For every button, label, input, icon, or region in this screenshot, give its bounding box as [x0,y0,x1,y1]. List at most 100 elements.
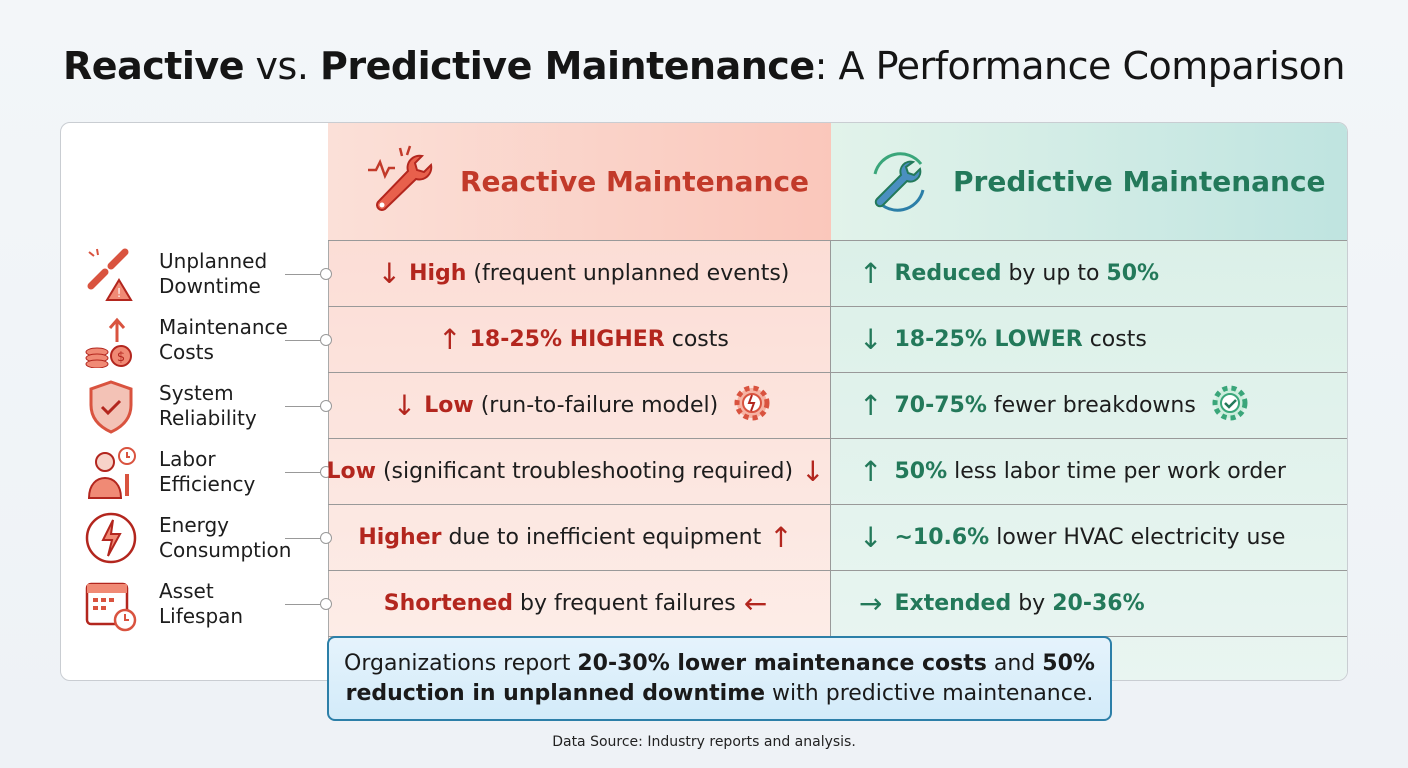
highlight-text: Extended [894,591,1012,616]
cell-text: fewer breakdowns [986,393,1196,418]
trend-arrow-icon: ← [743,587,768,620]
broken-chain-warning-icon: ! [83,246,139,302]
highlight-text: High [409,261,467,286]
reactive-header: Reactive Maintenance [328,123,831,241]
reactive-cell: Low (significant troubleshooting require… [326,439,831,505]
reactive-cell: ↑ 18-25% HIGHER costs [328,307,831,373]
highlight-text: Low [326,459,376,484]
cell-text: by up to [1001,261,1107,286]
svg-text:!: ! [117,286,122,300]
callout-text: and [986,651,1043,676]
row-label-text: Labor Efficiency [159,447,256,496]
table-row: Asset Lifespan Shortened by frequent fail… [61,571,1347,637]
predictive-title: Predictive Maintenance [953,165,1326,198]
predictive-cell: → Extended by 20-36% [831,571,1347,637]
broken-gear-icon [718,381,774,431]
connector-line [285,340,325,341]
cell-text: (significant troubleshooting required) [375,459,794,484]
cell-text: costs [664,327,729,352]
row-label: Labor Efficiency [83,439,328,505]
table-row: Labor Efficiency Low (significant trouble… [61,439,1347,505]
row-label-text: Unplanned Downtime [159,249,268,298]
trend-arrow-icon: ↑ [859,455,883,488]
trend-arrow-icon: ↑ [859,257,883,290]
title-reactive: Reactive [63,44,244,88]
data-source: Data Source: Industry reports and analys… [552,734,856,750]
cell-text: by [1011,591,1053,616]
highlight-text: Higher [358,525,442,550]
table-row: $ Maintenance Costs ↑ 18-25% HIGHER costs ↓ 1… [61,307,1347,373]
cell-text: costs [1082,327,1147,352]
cell-text: (run-to-failure model) [473,393,719,418]
row-label: $ Maintenance Costs [83,307,328,373]
cell-text: (frequent unplanned events) [466,261,790,286]
svg-text:$: $ [117,350,125,365]
highlight-text: Low [424,393,474,418]
row-label-text: System Reliability [159,381,257,430]
row-label-text: Asset Lifespan [159,579,244,628]
connector-line [285,274,325,275]
cell-text: due to inefficient equipment [441,525,762,550]
callout-highlight-costs: 20-30% lower maintenance costs [577,651,987,676]
table-row: System Reliability ↓ Low (run-to-failure m… [61,373,1347,439]
trend-arrow-icon: ↑ [438,323,462,356]
cell-text: less labor time per work order [947,459,1286,484]
reactive-title: Reactive Maintenance [460,165,810,198]
table-row: Energy Consumption Higher due to ineffici… [61,505,1347,571]
callout-highlight-downtime: 50% reduction in unplanned downtime [345,651,1095,706]
connector-dot [320,268,332,280]
wrench-alert-icon [368,145,433,211]
highlight-text: 50% [1106,261,1160,286]
trend-arrow-icon: ↓ [801,455,825,488]
coins-up-arrow-icon: $ [83,312,139,368]
connector-line [285,472,325,473]
shield-check-icon [83,378,139,434]
connector-dot [320,466,332,478]
predictive-cell: ↓ ~10.6% lower HVAC electricity use [831,505,1347,571]
worker-clock-icon [83,444,139,500]
row-label: Energy Consumption [83,505,328,571]
trend-arrow-icon: ↓ [859,521,883,554]
callout-text: with predictive maintenance. [765,681,1094,706]
row-label-text: Energy Consumption [159,513,292,562]
reactive-cell: Shortened by frequent failures ← [328,571,831,637]
highlight-text: 50% [894,459,948,484]
predictive-cell: ↑ Reduced by up to 50% [831,241,1347,307]
comparison-table: Reactive Maintenance Predictive Maintena… [60,122,1348,681]
highlight-text: 20-36% [1052,591,1145,616]
highlight-text: Shortened [383,591,513,616]
table-row: ! Unplanned Downtime ↓ High (frequent unpla… [61,241,1347,307]
highlight-text: 18-25% LOWER [894,327,1083,352]
title-vs: vs. [243,44,320,88]
trend-arrow-icon: ↓ [377,257,402,290]
predictive-cell: ↑ 70-75% fewer breakdowns [831,373,1347,439]
trend-arrow-icon: ↓ [859,323,883,356]
connector-dot [320,598,332,610]
trend-arrow-icon: ↑ [859,389,883,422]
row-label-text: Maintenance Costs [159,315,288,364]
predictive-cell: ↓ 18-25% LOWER costs [831,307,1347,373]
row-label: Asset Lifespan [83,571,328,637]
row-label: ! Unplanned Downtime [83,241,328,307]
predictive-header: Predictive Maintenance [831,123,1347,241]
page-title: Reactive vs. Predictive Maintenance: A P… [0,44,1408,88]
reactive-cell: ↓ High (frequent unplanned events) [328,241,831,307]
summary-callout: Organizations report 20-30% lower mainte… [327,636,1112,721]
cell-text: lower HVAC electricity use [989,525,1286,550]
connector-line [285,538,325,539]
title-suffix: : A Performance Comparison [814,44,1346,88]
cell-text: by frequent failures [513,591,736,616]
calendar-clock-icon [83,576,139,632]
highlight-text: Reduced [894,261,1002,286]
predictive-cell: ↑ 50% less labor time per work order [831,439,1347,505]
highlight-text: ~10.6% [894,525,990,550]
connector-dot [320,334,332,346]
trend-arrow-icon: ↑ [769,521,793,554]
highlight-text: 18-25% HIGHER [469,327,665,352]
lightning-plug-icon [83,510,139,566]
reactive-cell: ↓ Low (run-to-failure model) [328,373,831,439]
wrench-cycle-icon [873,151,925,212]
title-predictive: Predictive Maintenance [320,44,815,88]
row-label: System Reliability [83,373,328,439]
callout-text: Organizations report [344,651,578,676]
